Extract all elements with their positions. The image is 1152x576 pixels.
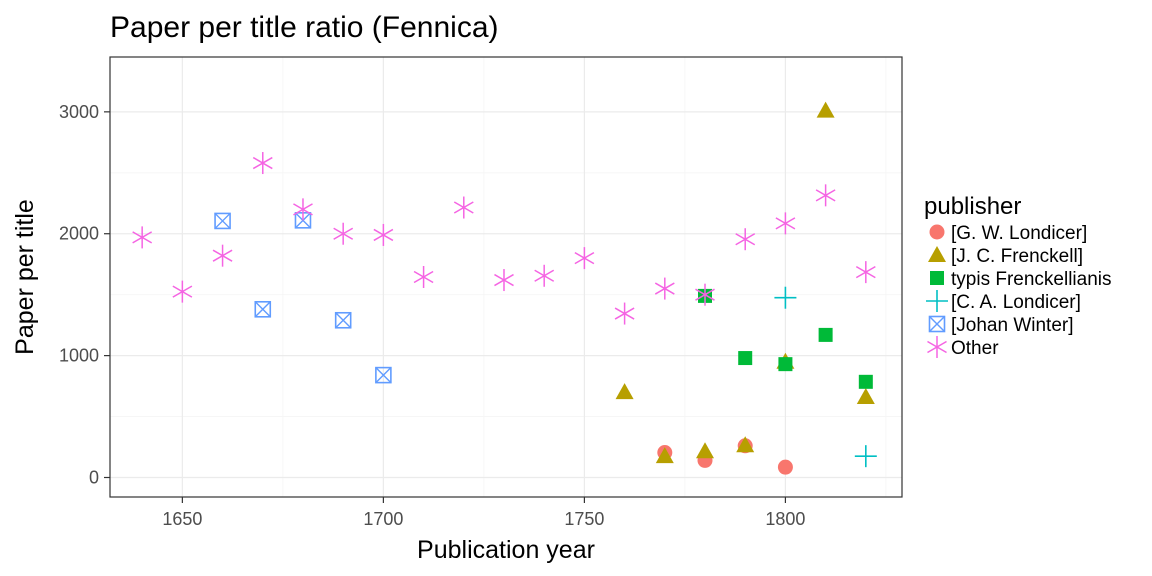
legend-item: [Johan Winter]	[928, 315, 1074, 336]
legend-label: Other	[951, 338, 999, 359]
data-point	[777, 459, 793, 475]
y-axis: 0 1000 2000 3000	[59, 102, 110, 487]
data-point	[858, 374, 873, 389]
legend-label: [Johan Winter]	[951, 315, 1074, 336]
data-point	[333, 222, 354, 245]
x-tick-label: 1700	[363, 509, 403, 529]
y-tick-label: 1000	[59, 346, 99, 366]
legend-key	[927, 336, 947, 358]
x-tick-label: 1650	[162, 509, 202, 529]
data-point	[172, 280, 193, 303]
data-point	[293, 198, 313, 221]
data-point	[735, 228, 756, 251]
y-tick-label: 2000	[59, 224, 99, 244]
data-point	[818, 327, 833, 342]
y-axis-title: Paper per title	[11, 199, 39, 355]
data-point	[855, 261, 876, 284]
legend-item: [J. C. Frenckell]	[928, 246, 1083, 267]
data-point	[815, 184, 836, 207]
legend-key	[929, 224, 945, 240]
data-point	[494, 269, 514, 292]
legend-label: [J. C. Frenckell]	[951, 246, 1083, 267]
x-tick-label: 1800	[765, 509, 805, 529]
chart-title: Paper per title ratio (Fennica)	[110, 11, 499, 44]
data-point	[695, 283, 715, 306]
data-point	[214, 212, 231, 230]
legend-item: [C. A. Londicer]	[926, 290, 1081, 313]
data-point	[453, 196, 474, 219]
data-point	[614, 302, 635, 325]
data-point	[254, 300, 272, 318]
data-point	[655, 447, 674, 464]
data-point	[574, 247, 595, 270]
data-point	[534, 264, 555, 287]
grid	[110, 57, 902, 497]
legend-item: [G. W. Londicer]	[929, 223, 1087, 244]
legend-label: typis Frenckellianis	[951, 269, 1112, 290]
data-point	[775, 212, 796, 235]
data-point	[778, 357, 793, 372]
y-tick-label: 3000	[59, 102, 99, 122]
data-point	[375, 366, 392, 384]
legend-key	[928, 315, 946, 333]
data-point	[654, 277, 675, 300]
legend-item: Other	[927, 336, 999, 359]
legend-label: [G. W. Londicer]	[951, 223, 1087, 244]
data-point	[252, 152, 273, 175]
x-tick-label: 1750	[564, 509, 604, 529]
panel-border	[109, 56, 903, 498]
data-points	[132, 101, 877, 475]
legend-title: publisher	[924, 193, 1021, 220]
data-point	[413, 266, 434, 288]
data-point	[132, 226, 153, 249]
data-point	[816, 101, 835, 118]
x-axis-title: Publication year	[417, 536, 595, 564]
data-point	[854, 445, 877, 468]
data-point	[738, 351, 753, 366]
data-point	[856, 388, 875, 405]
data-point	[212, 244, 233, 267]
data-point	[736, 436, 755, 453]
legend-key	[930, 271, 944, 285]
legend-label: [C. A. Londicer]	[951, 292, 1081, 313]
y-tick-label: 0	[89, 467, 99, 487]
x-axis: 1650 1700 1750 1800	[162, 497, 805, 529]
legend: publisher [G. W. Londicer][J. C. Frencke…	[924, 193, 1112, 359]
legend-key	[926, 290, 948, 312]
data-point	[334, 311, 352, 329]
legend-item: typis Frenckellianis	[930, 269, 1112, 290]
legend-key	[928, 246, 946, 262]
data-point	[373, 223, 394, 246]
data-point	[774, 286, 797, 309]
data-point	[696, 442, 715, 459]
data-point	[615, 383, 634, 400]
